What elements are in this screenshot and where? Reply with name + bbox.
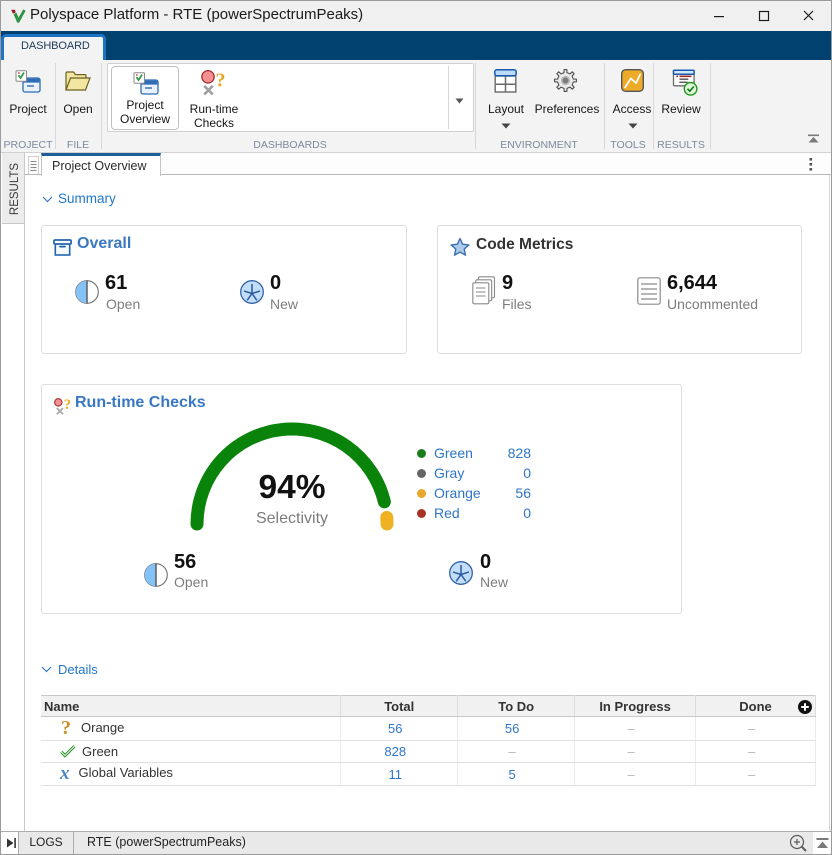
svg-text:?: ? (64, 398, 71, 413)
svg-text:?: ? (216, 70, 226, 92)
